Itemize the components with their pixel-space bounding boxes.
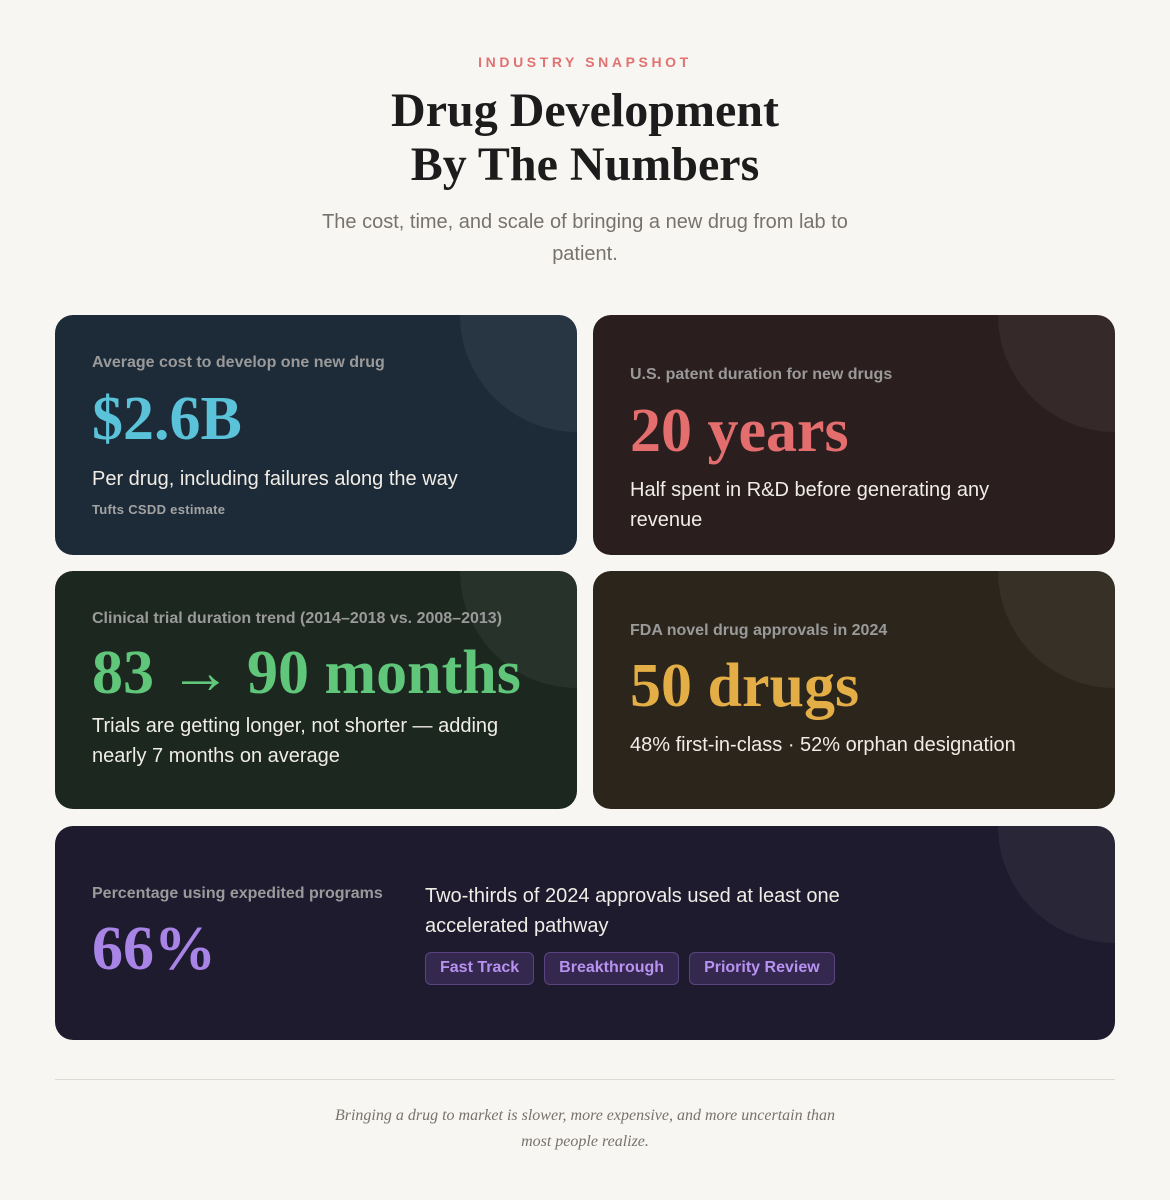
- tag-priority-review: Priority Review: [689, 952, 835, 985]
- stat-description: 48% first-in-class · 52% orphan designat…: [630, 734, 1016, 756]
- eyebrow: INDUSTRY SNAPSHOT: [478, 54, 692, 70]
- footer: Bringing a drug to market is slower, mor…: [0, 1103, 1170, 1155]
- card-trial-duration: Clinical trial duration trend (2014–2018…: [55, 571, 577, 809]
- stat-label: FDA novel drug approvals in 2024: [630, 622, 888, 639]
- stat-value: 83 → 90 months: [92, 639, 521, 707]
- card-fda-approvals: FDA novel drug approvals in 2024 50 drug…: [593, 571, 1115, 809]
- header: INDUSTRY SNAPSHOT Drug Development By Th…: [0, 0, 1170, 270]
- stat-label: U.S. patent duration for new drugs: [630, 366, 893, 383]
- stat-label: Clinical trial duration trend (2014–2018…: [92, 610, 502, 627]
- decor-circle: [998, 826, 1115, 943]
- page-title: Drug Development By The Numbers: [0, 84, 1170, 192]
- tag-breakthrough: Breakthrough: [544, 952, 680, 985]
- stat-value: 20 years: [630, 397, 849, 465]
- card-expedited-programs: Percentage using expedited programs 66% …: [55, 826, 1115, 1040]
- stat-value: $2.6B: [92, 385, 242, 453]
- stat-label: Percentage using expedited programs: [92, 885, 383, 902]
- stat-value: 66%: [92, 915, 216, 983]
- stat-description: Trials are getting longer, not shorter —…: [92, 715, 499, 767]
- decor-circle: [998, 571, 1115, 688]
- title-line-1: Drug Development: [391, 84, 779, 137]
- footer-note: Bringing a drug to market is slower, mor…: [334, 1107, 836, 1150]
- program-tags: Fast Track Breakthrough Priority Review: [425, 952, 835, 985]
- stat-value: 50 drugs: [630, 652, 860, 720]
- decor-circle: [460, 315, 577, 432]
- divider: [55, 1079, 1115, 1080]
- tag-fast-track: Fast Track: [425, 952, 535, 985]
- source-note: Tufts CSDD estimate: [92, 502, 226, 517]
- stat-description: Two-thirds of 2024 approvals used at lea…: [425, 885, 840, 937]
- title-line-2: By The Numbers: [410, 138, 760, 191]
- card-cost: Average cost to develop one new drug $2.…: [55, 315, 577, 555]
- stat-description: Half spent in R&D before generating any …: [630, 479, 990, 531]
- card-patent: U.S. patent duration for new drugs 20 ye…: [593, 315, 1115, 555]
- stat-label: Average cost to develop one new drug: [92, 354, 385, 371]
- decor-circle: [998, 315, 1115, 432]
- stat-description: Per drug, including failures along the w…: [92, 468, 458, 490]
- subtitle: The cost, time, and scale of bringing a …: [322, 211, 848, 265]
